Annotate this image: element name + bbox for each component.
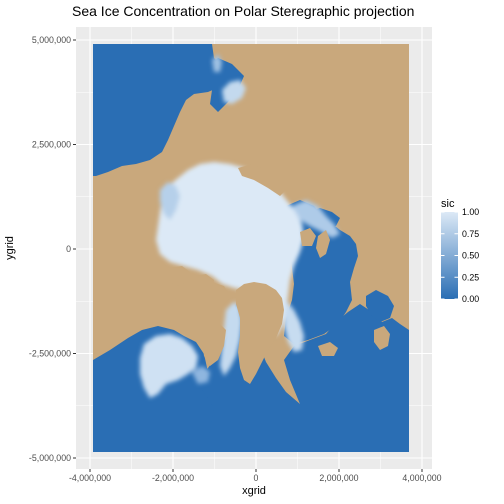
legend-tick-label: 0.75 (462, 229, 479, 239)
novaya-zemlya (316, 230, 330, 258)
greenland (236, 282, 284, 384)
baltic-sea (366, 290, 394, 322)
hudson-bay-ice (140, 334, 198, 398)
y-axis-tick-labels: -5,000,000 -2,500,000 0 2,500,000 5,000,000 (29, 35, 71, 463)
chart-title: Sea Ice Concentration on Polar Steregrap… (72, 3, 414, 19)
legend: sic 0.00 0.25 0.50 0.75 1.00 (441, 198, 479, 304)
y-tick-label: -5,000,000 (29, 453, 71, 463)
baffin-island (202, 322, 226, 366)
legend-tick-label: 0.50 (462, 251, 479, 261)
x-tick-label: -4,000,000 (69, 473, 111, 483)
y-tick-label: 2,500,000 (32, 140, 71, 150)
legend-title: sic (441, 198, 455, 210)
legend-tick-label: 1.00 (462, 207, 479, 217)
bering-sea-ice (222, 80, 246, 104)
x-axis-title: xgrid (242, 485, 266, 497)
x-tick-label: -2,000,000 (152, 473, 194, 483)
y-axis-ticks (73, 39, 76, 459)
y-tick-label: 5,000,000 (32, 35, 71, 45)
land-masses (168, 164, 396, 384)
labrador-ice-edge (192, 366, 210, 384)
canadian-archipelago-5 (212, 282, 230, 300)
x-tick-label: 4,000,000 (402, 473, 441, 483)
y-axis-title: ygrid (4, 236, 16, 260)
north-pacific-ocean (93, 44, 226, 176)
siberian-coast (238, 164, 286, 196)
legend-tick-label: 0.00 (462, 294, 479, 304)
canadian-archipelago-2 (192, 274, 214, 296)
x-axis-tick-labels: -4,000,000 -2,000,000 0 2,000,000 4,000,000 (69, 473, 442, 483)
x-tick-label: 0 (254, 473, 259, 483)
iceland (318, 342, 338, 356)
british-isles (374, 326, 390, 350)
y-tick-label: -2,500,000 (29, 349, 71, 359)
x-axis-ticks (89, 469, 423, 472)
east-greenland-ice (284, 300, 304, 352)
chukchi-ice-edge (160, 182, 180, 220)
legend-tick-labels: 0.00 0.25 0.50 0.75 1.00 (462, 207, 479, 304)
legend-tick-label: 0.25 (462, 272, 479, 282)
canadian-archipelago-4 (200, 300, 222, 324)
scandinavia (354, 262, 396, 292)
barents-ice-edge (292, 200, 340, 238)
x-tick-label: 2,000,000 (319, 473, 358, 483)
canadian-archipelago-3 (172, 292, 196, 316)
svalbard (300, 228, 316, 246)
canadian-archipelago-1 (168, 266, 190, 286)
baffin-bay-ice (220, 302, 242, 376)
okhotsk-ice (212, 54, 222, 72)
legend-ticks (441, 211, 458, 300)
legend-colorbar (441, 212, 458, 299)
y-tick-label: 0 (66, 244, 71, 254)
sea-ice-raster (93, 44, 409, 452)
